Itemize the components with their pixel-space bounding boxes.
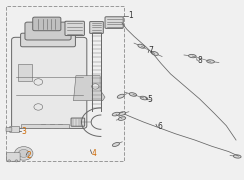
Bar [18,64,32,81]
FancyBboxPatch shape [71,118,85,126]
Polygon shape [73,76,105,101]
FancyBboxPatch shape [65,21,84,35]
Ellipse shape [129,93,137,96]
FancyBboxPatch shape [12,37,87,128]
FancyBboxPatch shape [6,127,12,131]
FancyBboxPatch shape [7,153,20,161]
Ellipse shape [118,112,126,115]
Ellipse shape [151,51,158,55]
Text: 3: 3 [21,127,26,136]
FancyBboxPatch shape [20,33,75,47]
Bar [58,124,62,128]
Ellipse shape [118,117,126,120]
FancyBboxPatch shape [105,17,123,28]
Circle shape [15,160,18,162]
Circle shape [34,104,43,110]
Ellipse shape [117,94,124,98]
FancyBboxPatch shape [33,17,61,31]
Ellipse shape [207,60,214,63]
Ellipse shape [234,155,241,158]
Bar [21,124,69,128]
Text: 8: 8 [197,56,202,65]
Text: 6: 6 [157,122,162,131]
Text: 4: 4 [92,149,97,158]
Ellipse shape [112,143,120,147]
Bar [6,6,124,161]
Circle shape [18,149,29,157]
Ellipse shape [140,96,148,100]
Text: 1: 1 [128,11,133,20]
Bar [50,124,54,128]
Text: 2: 2 [26,151,31,160]
FancyBboxPatch shape [25,22,71,40]
Ellipse shape [138,44,145,48]
Text: 5: 5 [147,95,152,104]
FancyBboxPatch shape [10,126,20,132]
FancyBboxPatch shape [90,22,103,33]
Circle shape [92,84,99,89]
Circle shape [8,160,11,162]
Ellipse shape [112,112,120,116]
Circle shape [15,147,33,160]
Ellipse shape [189,54,196,58]
Text: 7: 7 [149,46,153,55]
Circle shape [34,79,43,85]
Bar [41,124,45,128]
